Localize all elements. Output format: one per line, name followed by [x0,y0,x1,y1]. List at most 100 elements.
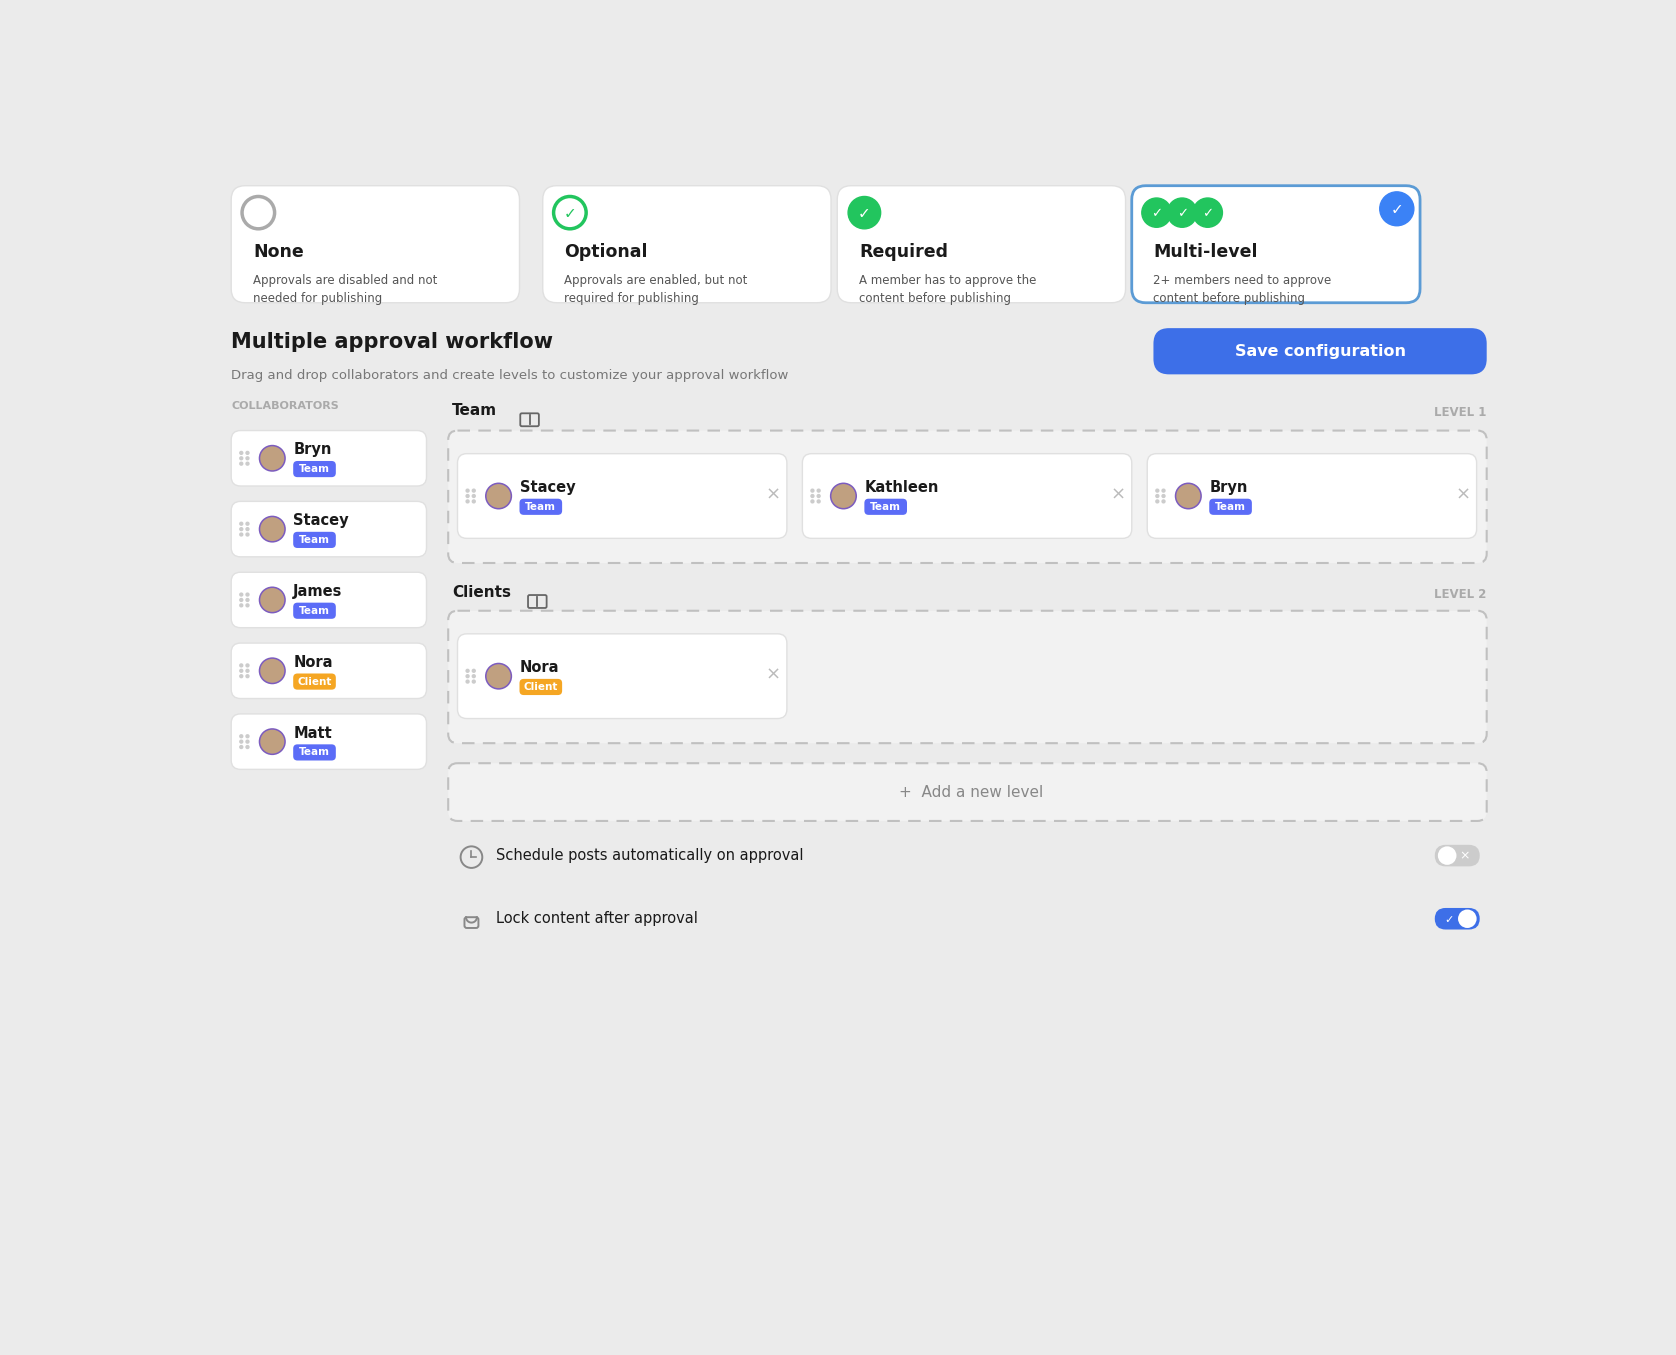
Circle shape [486,484,511,508]
FancyBboxPatch shape [1210,499,1252,515]
Text: ×: × [766,485,781,504]
FancyBboxPatch shape [293,673,335,690]
FancyBboxPatch shape [1435,908,1480,930]
Circle shape [260,730,285,753]
Text: ✓: ✓ [1151,207,1161,221]
Circle shape [245,462,250,466]
Circle shape [466,488,469,493]
Circle shape [810,488,815,493]
Text: ×: × [1110,485,1125,504]
Circle shape [245,592,250,596]
Text: Team: Team [1215,501,1245,512]
Text: Nora: Nora [293,654,334,669]
Circle shape [471,499,476,504]
Text: ×: × [766,665,781,684]
FancyBboxPatch shape [293,531,335,547]
Circle shape [240,668,243,673]
Circle shape [1161,493,1166,499]
FancyBboxPatch shape [231,501,426,557]
FancyBboxPatch shape [865,499,907,515]
FancyBboxPatch shape [803,454,1131,538]
Circle shape [258,587,287,614]
FancyBboxPatch shape [520,499,561,515]
Text: ✓: ✓ [1445,915,1455,924]
Circle shape [245,457,250,461]
Text: Approvals are enabled, but not
required for publishing: Approvals are enabled, but not required … [565,274,747,305]
Circle shape [816,499,821,504]
Circle shape [830,482,856,509]
Circle shape [245,451,250,455]
Circle shape [245,734,250,738]
Text: 2+ members need to approve
content before publishing: 2+ members need to approve content befor… [1153,274,1332,305]
FancyBboxPatch shape [293,461,335,477]
Text: ✓: ✓ [858,206,872,221]
Circle shape [258,444,287,472]
FancyBboxPatch shape [520,679,561,695]
Text: Team: Team [298,748,330,757]
Circle shape [240,745,243,749]
Text: Drag and drop collaborators and create levels to customize your approval workflo: Drag and drop collaborators and create l… [231,369,789,382]
Circle shape [240,527,243,531]
FancyBboxPatch shape [231,644,426,699]
Circle shape [471,488,476,493]
FancyBboxPatch shape [231,572,426,627]
Text: Schedule posts automatically on approval: Schedule posts automatically on approval [496,848,804,863]
Circle shape [1175,482,1202,509]
Circle shape [810,493,815,499]
Circle shape [245,745,250,749]
Text: Multiple approval workflow: Multiple approval workflow [231,332,553,352]
Circle shape [1177,484,1200,508]
Circle shape [1193,198,1222,228]
Circle shape [245,527,250,531]
Circle shape [816,493,821,499]
Circle shape [240,734,243,738]
Circle shape [240,451,243,455]
Text: Team: Team [870,501,902,512]
Circle shape [484,663,513,690]
FancyBboxPatch shape [447,611,1487,743]
Text: Team: Team [525,501,556,512]
FancyBboxPatch shape [293,744,335,760]
Text: Required: Required [858,244,949,262]
Circle shape [240,663,243,668]
Circle shape [258,516,287,542]
FancyBboxPatch shape [543,186,831,302]
Circle shape [486,664,511,688]
Text: Approvals are disabled and not
needed for publishing: Approvals are disabled and not needed fo… [253,274,437,305]
FancyBboxPatch shape [231,186,520,302]
Text: LEVEL 1: LEVEL 1 [1435,406,1487,419]
FancyBboxPatch shape [1131,186,1420,302]
Circle shape [260,446,285,470]
Circle shape [466,679,469,684]
Circle shape [240,740,243,744]
Text: Lock content after approval: Lock content after approval [496,912,699,927]
Circle shape [258,657,287,684]
Text: Team: Team [298,606,330,615]
Circle shape [245,668,250,673]
FancyBboxPatch shape [293,603,335,619]
Text: Team: Team [453,402,498,417]
Circle shape [466,493,469,499]
Circle shape [831,484,855,508]
Circle shape [240,673,243,679]
Text: Bryn: Bryn [293,442,332,457]
Circle shape [245,533,250,537]
Circle shape [240,603,243,607]
Circle shape [1168,198,1197,228]
Text: Kathleen: Kathleen [865,480,939,495]
FancyBboxPatch shape [447,431,1487,562]
Text: ✓: ✓ [1177,207,1188,221]
Text: ×: × [1460,850,1470,863]
Text: Optional: Optional [565,244,649,262]
Circle shape [466,673,469,679]
Circle shape [240,457,243,461]
Circle shape [471,668,476,673]
Text: James: James [293,584,342,599]
Circle shape [1438,847,1456,864]
FancyBboxPatch shape [1153,328,1487,374]
Text: Team: Team [298,535,330,545]
Text: ✓: ✓ [563,206,577,221]
Text: +  Add a new level: + Add a new level [900,786,1044,801]
Circle shape [260,588,285,612]
Circle shape [1155,493,1160,499]
